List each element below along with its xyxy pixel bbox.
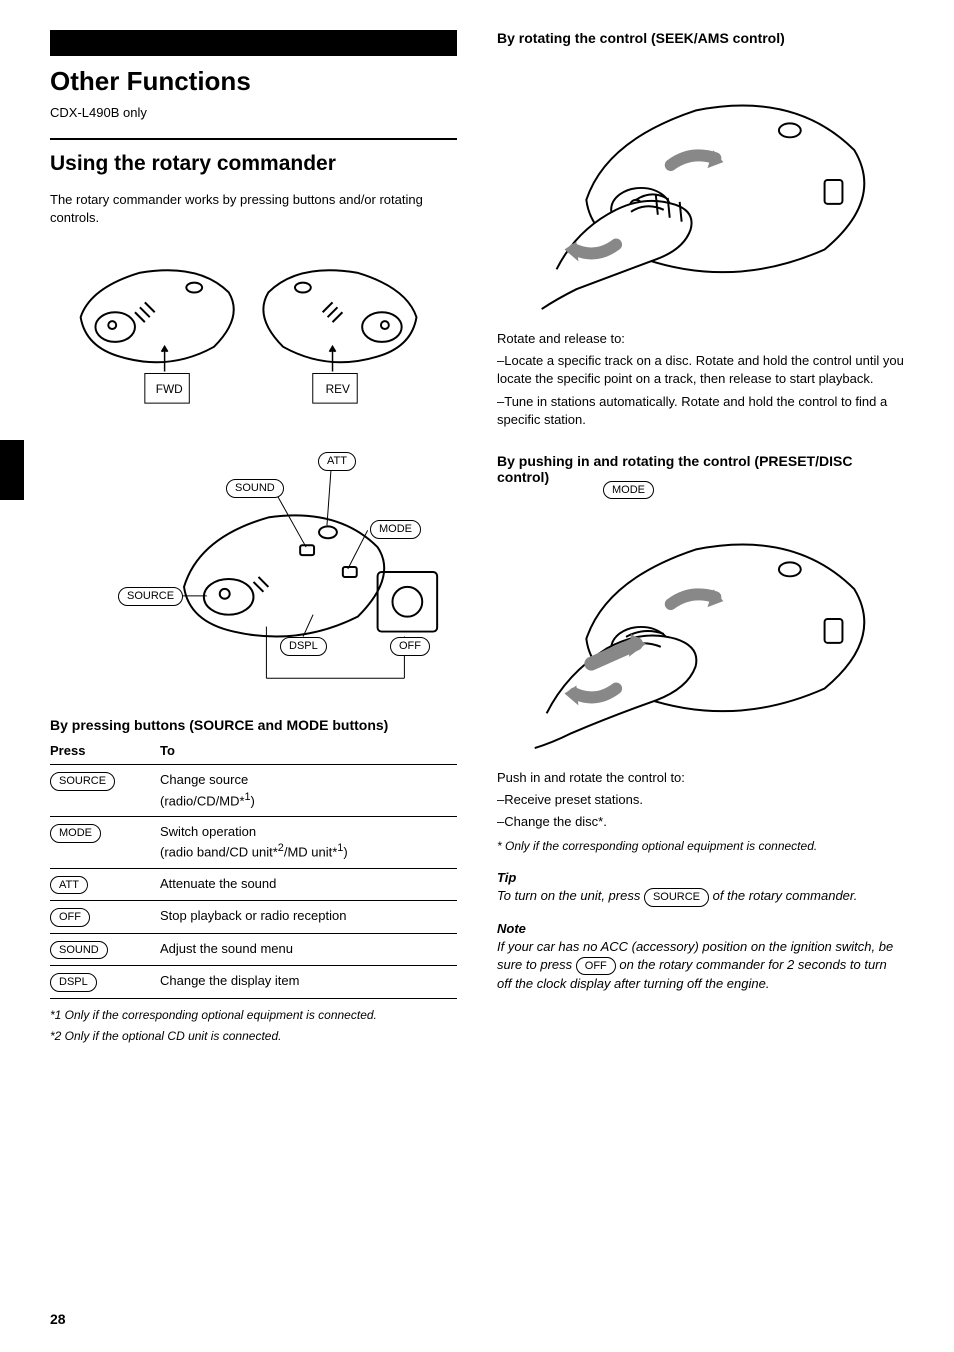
cell-desc: Stop playback or radio reception — [160, 901, 457, 934]
table-row: OFF Stop playback or radio reception — [50, 901, 457, 934]
section-subtitle: CDX-L490B only — [50, 105, 457, 120]
cell-desc: Adjust the sound menu — [160, 933, 457, 966]
mode-label: MODE — [370, 520, 421, 539]
diagram-button-labels: ATT SOUND MODE SOURCE DSPL OFF — [50, 437, 457, 707]
preset-footnote: * Only if the corresponding optional equ… — [497, 838, 904, 855]
table-header-to: To — [160, 737, 457, 765]
diagram-fwd-rev: FWD REV — [50, 237, 457, 427]
preset-bullet-2: –Change the disc*. — [497, 813, 904, 831]
header-black-bar — [50, 30, 457, 56]
section-title: Other Functions — [50, 66, 457, 97]
sound-pill: SOUND — [50, 941, 108, 960]
page-number: 28 — [50, 1311, 66, 1327]
diagram-rotate — [497, 50, 904, 310]
source-label: SOURCE — [118, 587, 183, 606]
seek-bullet-1: –Locate a specific track on a disc. Rota… — [497, 352, 904, 388]
table-row: DSPL Change the display item — [50, 966, 457, 999]
dspl-label: DSPL — [280, 637, 327, 656]
off-pill: OFF — [50, 908, 90, 927]
mode-pill: MODE — [50, 824, 101, 843]
fwd-label: FWD — [156, 383, 183, 397]
table-header-press: Press — [50, 737, 160, 765]
side-tab — [0, 440, 24, 500]
seek-bullet-2: –Tune in stations automatically. Rotate … — [497, 393, 904, 429]
note-label: Note — [497, 921, 904, 936]
off-label: OFF — [390, 637, 430, 656]
footnote-2: *2 Only if the optional CD unit is conne… — [50, 1028, 457, 1045]
table-row: ATT Attenuate the sound — [50, 868, 457, 901]
cell-desc: Attenuate the sound — [160, 868, 457, 901]
seek-text: Rotate and release to: — [497, 330, 904, 348]
preset-heading: By pushing in and rotating the control (… — [497, 453, 904, 485]
table-row: MODE Switch operation(radio band/CD unit… — [50, 817, 457, 869]
left-column: Other Functions CDX-L490B only Using the… — [50, 30, 457, 1054]
dspl-pill: DSPL — [50, 973, 97, 992]
seek-heading: By rotating the control (SEEK/AMS contro… — [497, 30, 904, 46]
intro-paragraph: The rotary commander works by pressing b… — [50, 191, 457, 227]
right-column: By rotating the control (SEEK/AMS contro… — [497, 30, 904, 1054]
table-row: SOUND Adjust the sound menu — [50, 933, 457, 966]
att-label: ATT — [318, 452, 356, 471]
note-text: If your car has no ACC (accessory) posit… — [497, 938, 904, 994]
att-pill: ATT — [50, 876, 88, 895]
button-function-table: Press To SOURCE Change source(radio/CD/M… — [50, 737, 457, 998]
preset-text: Push in and rotate the control to: — [497, 769, 904, 787]
mode-inline-label: MODE — [603, 481, 654, 500]
preset-bullet-1: –Receive preset stations. — [497, 791, 904, 809]
section-divider — [50, 138, 457, 140]
cell-desc: Switch operation(radio band/CD unit*2/MD… — [160, 817, 457, 869]
table-row: SOURCE Change source(radio/CD/MD*1) — [50, 765, 457, 817]
subsection-title: Using the rotary commander — [50, 152, 457, 176]
page-content: Other Functions CDX-L490B only Using the… — [50, 30, 904, 1054]
rev-label: REV — [326, 383, 350, 397]
diagram-push-rotate: MODE — [497, 489, 904, 749]
tip-text: To turn on the unit, press SOURCE of the… — [497, 887, 904, 907]
cell-desc: Change source(radio/CD/MD*1) — [160, 765, 457, 817]
footnote-1: *1 Only if the corresponding optional eq… — [50, 1007, 457, 1024]
buttons-heading: By pressing buttons (SOURCE and MODE but… — [50, 717, 457, 733]
cell-desc: Change the display item — [160, 966, 457, 999]
source-pill: SOURCE — [50, 772, 115, 791]
sound-label: SOUND — [226, 479, 284, 498]
tip-label: Tip — [497, 870, 904, 885]
